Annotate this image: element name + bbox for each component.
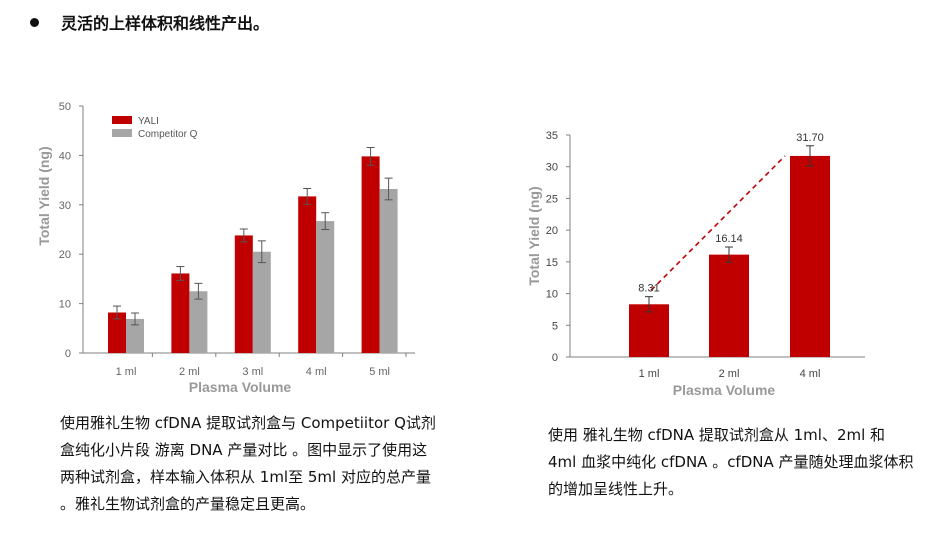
legend-swatch: [112, 129, 132, 137]
legend-label: Competitor Q: [138, 129, 198, 140]
bar-yali: [171, 273, 190, 353]
y-tick-label: 0: [552, 352, 558, 364]
x-tick-label: 2 ml: [719, 368, 740, 380]
legend-swatch: [112, 116, 132, 124]
right-caption: 使用 雅礼生物 cfDNA 提取试剂盒从 1ml、2ml 和 4ml 血浆中纯化…: [548, 426, 914, 498]
bar: [790, 155, 830, 357]
legend-label: YALI: [138, 116, 159, 127]
bar: [629, 304, 669, 357]
y-tick-label: 10: [59, 299, 71, 311]
bar-competitor: [126, 318, 144, 353]
bar-yali: [108, 312, 126, 353]
bar-competitor: [379, 188, 398, 353]
y-tick-label: 30: [546, 162, 558, 174]
y-tick-label: 10: [546, 289, 558, 301]
x-tick-label: 2 ml: [179, 366, 200, 378]
y-tick-label: 40: [59, 150, 71, 162]
data-label: 8.31: [638, 283, 659, 295]
x-tick-label: 4 ml: [306, 366, 327, 378]
bar: [709, 254, 749, 357]
y-tick-label: 20: [546, 225, 558, 237]
y-axis-title: Total Yield (ng): [36, 146, 52, 245]
trend-line: [650, 155, 786, 291]
y-axis-title: Total Yield (ng): [526, 186, 542, 285]
data-label: 16.14: [715, 233, 743, 245]
bar-competitor: [316, 221, 335, 353]
y-tick-label: 20: [59, 249, 71, 261]
y-tick-label: 25: [546, 193, 558, 205]
bullet-icon: [30, 18, 39, 27]
y-tick-label: 30: [59, 200, 71, 212]
y-tick-label: 15: [546, 257, 558, 269]
section-heading: 灵活的上样体积和线性产出。: [30, 10, 269, 34]
y-tick-label: 5: [552, 320, 558, 332]
left-caption: 使用雅礼生物 cfDNA 提取试剂盒与 Competiitor Q试剂盒纯化小片…: [60, 414, 436, 513]
x-tick-label: 1 ml: [639, 368, 660, 380]
x-axis-title: Plasma Volume: [673, 382, 776, 398]
bar-yali: [234, 235, 253, 353]
data-label: 31.70: [796, 132, 824, 144]
y-tick-label: 50: [59, 101, 71, 113]
y-tick-label: 0: [65, 348, 71, 360]
heading-text: 灵活的上样体积和线性产出。: [61, 14, 270, 33]
x-tick-label: 3 ml: [242, 366, 263, 378]
bar-yali: [298, 196, 317, 353]
bar-yali: [361, 156, 380, 353]
x-tick-label: 4 ml: [800, 368, 821, 380]
y-tick-label: 35: [546, 130, 558, 142]
bar-competitor: [189, 291, 208, 353]
x-tick-label: 1 ml: [116, 366, 137, 378]
bar-competitor: [252, 251, 271, 353]
x-axis-title: Plasma Volume: [189, 379, 292, 395]
x-tick-label: 5 ml: [369, 366, 390, 378]
